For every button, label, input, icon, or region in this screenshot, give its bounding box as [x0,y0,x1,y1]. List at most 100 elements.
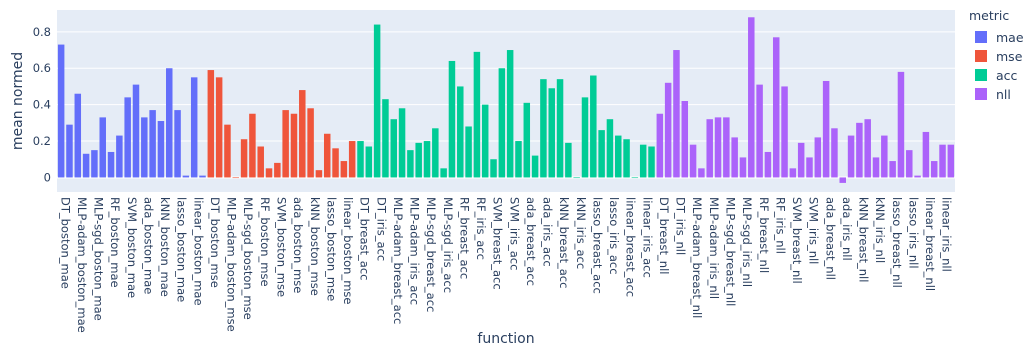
bar-mse[interactable] [315,170,323,178]
legend-label-mae[interactable]: mae [996,30,1024,45]
bar-nll[interactable] [698,168,705,178]
bar-acc[interactable] [631,177,639,179]
bar-nll[interactable] [681,101,689,178]
bar-mae[interactable] [166,68,173,178]
bar-acc[interactable] [432,128,439,178]
bar-mse[interactable] [240,139,248,178]
bar-mse[interactable] [257,146,264,178]
bar-acc[interactable] [506,50,514,178]
bar-mse[interactable] [265,168,273,178]
bar-mse[interactable] [215,77,223,178]
legend-swatch-nll[interactable] [975,88,987,100]
bar-nll[interactable] [739,157,747,178]
bar-acc[interactable] [423,141,431,178]
bar-acc[interactable] [623,139,630,178]
bar-nll[interactable] [772,37,780,178]
bar-mae[interactable] [190,77,198,178]
bar-nll[interactable] [748,17,755,178]
bar-mae[interactable] [174,110,181,178]
bar-nll[interactable] [847,135,855,178]
bar-mse[interactable] [282,110,289,178]
bar-acc[interactable] [531,155,539,178]
bar-mae[interactable] [199,175,206,178]
bar-nll[interactable] [814,137,822,178]
bar-nll[interactable] [939,144,946,178]
bar-nll[interactable] [714,117,722,178]
bar-acc[interactable] [398,108,406,178]
bar-mae[interactable] [91,150,98,178]
bar-nll[interactable] [856,122,863,178]
bar-acc[interactable] [448,60,456,178]
bar-mae[interactable] [74,93,82,178]
bar-acc[interactable] [457,86,464,178]
bar-mse[interactable] [340,161,348,178]
bar-acc[interactable] [473,51,481,178]
bar-mse[interactable] [332,148,339,178]
bar-nll[interactable] [872,157,880,178]
bar-acc[interactable] [440,168,447,178]
legend-swatch-mae[interactable] [975,31,987,43]
legend-label-acc[interactable]: acc [996,68,1018,83]
bar-nll[interactable] [664,82,672,178]
bar-nll[interactable] [822,80,830,178]
bar-acc[interactable] [523,102,531,178]
bar-mae[interactable] [82,153,90,178]
bar-mse[interactable] [249,113,256,178]
legend-label-nll[interactable]: nll [996,87,1011,102]
bar-acc[interactable] [615,135,622,178]
bar-acc[interactable] [639,144,647,178]
bar-mae[interactable] [149,110,156,178]
bar-nll[interactable] [930,161,938,178]
bar-nll[interactable] [706,119,713,178]
bar-nll[interactable] [889,161,896,178]
bar-nll[interactable] [806,157,813,178]
bar-mse[interactable] [307,108,314,178]
bar-mae[interactable] [57,44,65,178]
bar-mse[interactable] [224,124,231,178]
bar-nll[interactable] [881,135,888,178]
bar-nll[interactable] [781,86,788,178]
bar-nll[interactable] [673,50,680,178]
bar-acc[interactable] [581,97,589,178]
legend-swatch-mse[interactable] [975,50,987,62]
bar-acc[interactable] [540,79,547,178]
bar-mae[interactable] [157,121,165,178]
bar-nll[interactable] [764,151,772,178]
bar-acc[interactable] [573,177,580,179]
bar-nll[interactable] [723,117,730,178]
bar-acc[interactable] [382,99,389,178]
bar-acc[interactable] [598,130,605,178]
bar-acc[interactable] [556,79,564,178]
bar-acc[interactable] [465,126,472,178]
bar-nll[interactable] [906,150,913,178]
bar-acc[interactable] [373,24,381,178]
bar-nll[interactable] [947,144,955,178]
bar-mse[interactable] [290,113,298,178]
bar-acc[interactable] [481,104,489,178]
bar-mae[interactable] [107,151,115,178]
bar-acc[interactable] [606,119,614,178]
bar-nll[interactable] [831,128,838,178]
bar-nll[interactable] [839,177,846,183]
bar-nll[interactable] [656,113,664,178]
bar-nll[interactable] [922,131,930,178]
bar-acc[interactable] [548,88,555,178]
legend-swatch-acc[interactable] [975,69,987,81]
bar-nll[interactable] [689,144,697,178]
bar-acc[interactable] [515,141,522,178]
bar-mse[interactable] [232,177,240,179]
bar-acc[interactable] [498,68,506,178]
bar-mse[interactable] [274,162,281,178]
bar-nll[interactable] [864,119,871,178]
bar-mae[interactable] [132,84,140,178]
bar-nll[interactable] [797,142,805,178]
bar-acc[interactable] [590,75,597,178]
legend-label-mse[interactable]: mse [996,49,1023,64]
bar-mse[interactable] [323,133,331,178]
bar-acc[interactable] [365,146,373,178]
bar-mae[interactable] [66,124,73,178]
bar-acc[interactable] [565,142,572,178]
bar-nll[interactable] [897,71,905,178]
bar-acc[interactable] [648,146,655,178]
bar-nll[interactable] [789,168,797,178]
